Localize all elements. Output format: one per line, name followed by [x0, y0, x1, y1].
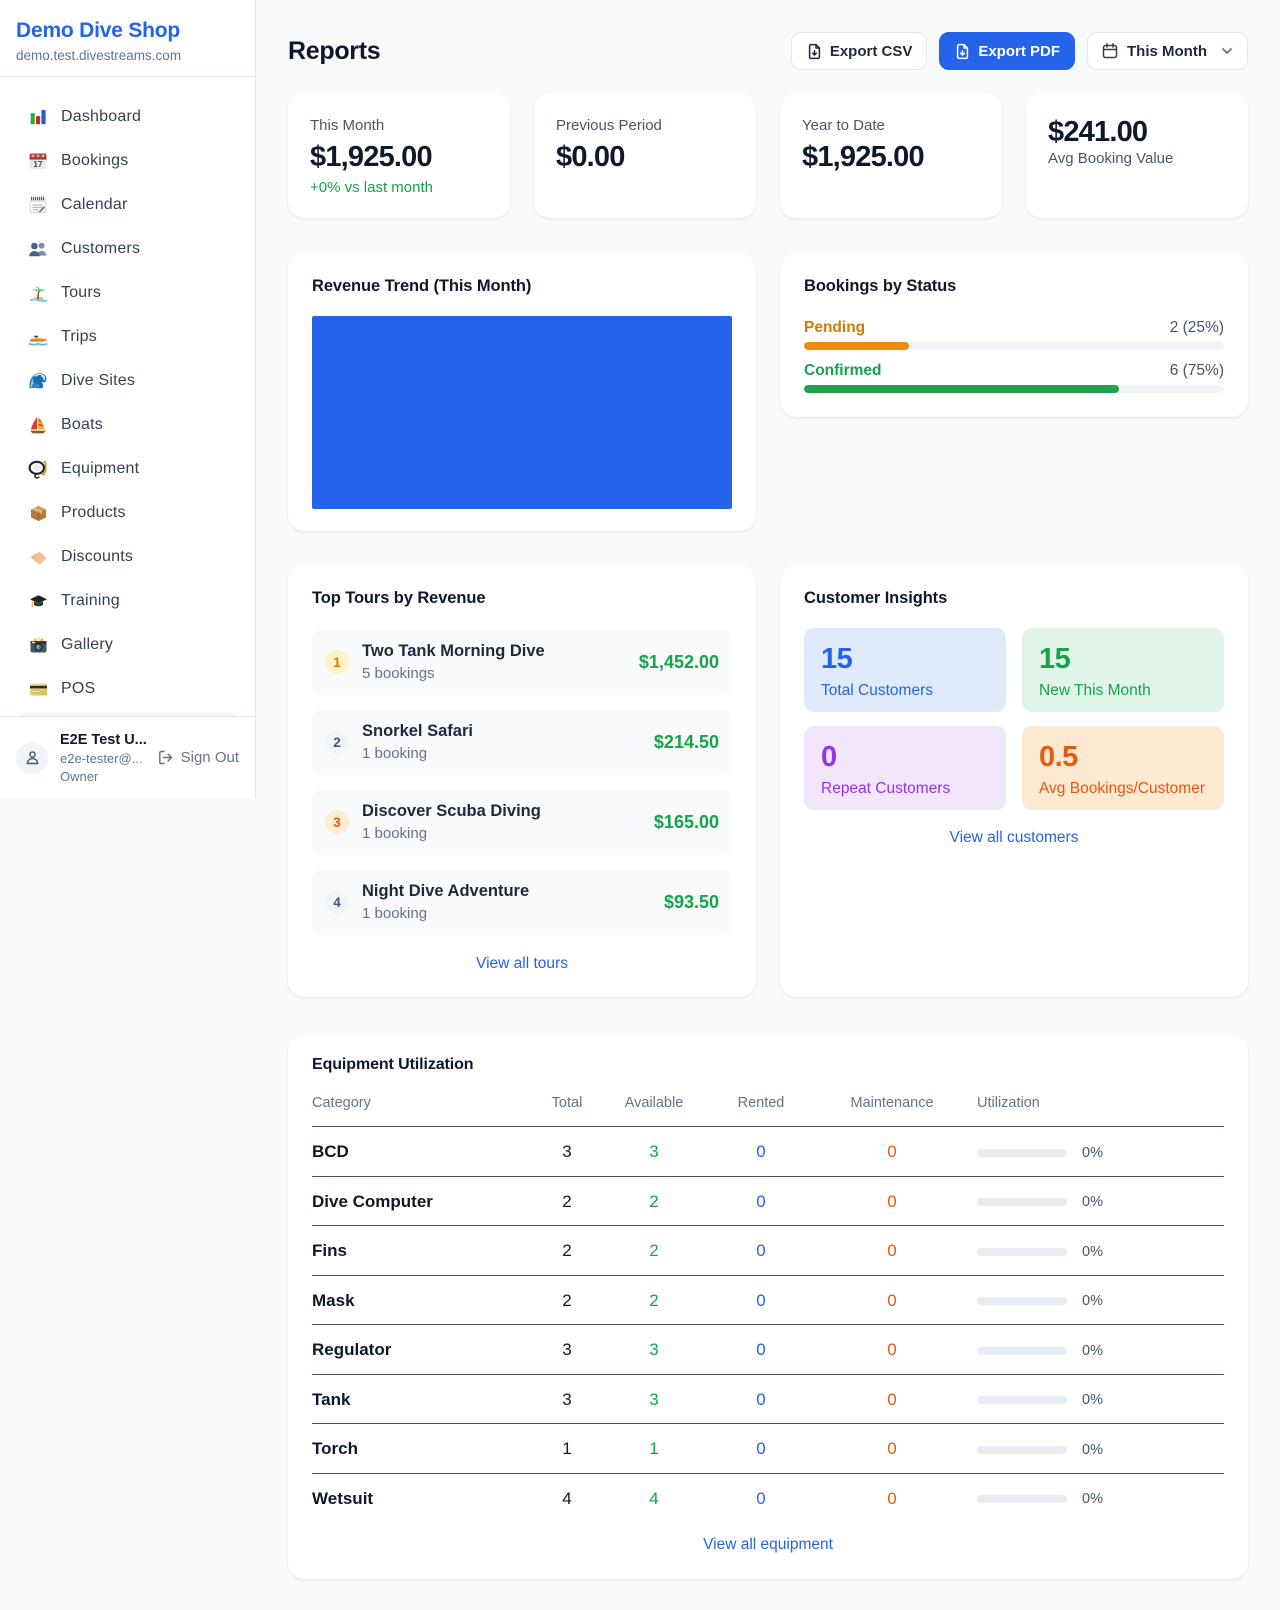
svg-text:17: 17 — [33, 160, 43, 169]
